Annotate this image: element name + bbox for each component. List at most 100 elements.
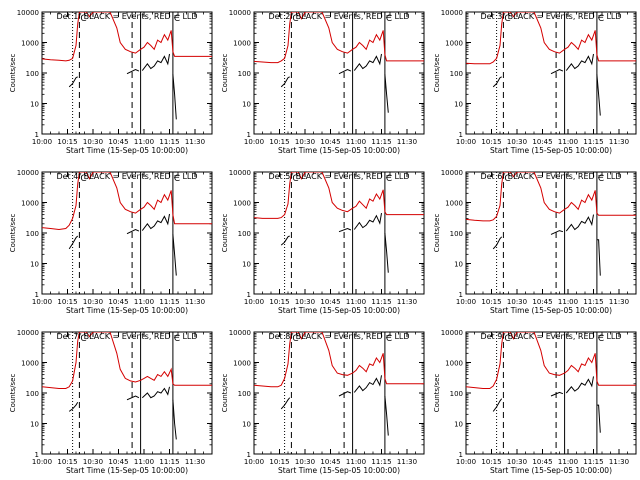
y-tick-label: 1000 bbox=[21, 360, 39, 368]
panel-det-9: 1 10 100 1000 10000 10:00 10:15 10:30 10:45 11:00… bbox=[433, 329, 637, 475]
marker-label: C bbox=[504, 174, 510, 184]
y-tick-label: 10 bbox=[454, 261, 463, 269]
y-tick-label: 1 bbox=[35, 131, 39, 139]
y-axis-label: Counts/sec bbox=[9, 54, 17, 93]
x-tick-label: 10:15 bbox=[57, 458, 77, 466]
x-tick-label: 10:00 bbox=[244, 138, 264, 146]
x-tick-label: 10:45 bbox=[108, 138, 128, 146]
marker-label: C bbox=[80, 14, 86, 24]
y-axis-label: Counts/sec bbox=[433, 374, 441, 413]
y-axis-label: Counts/sec bbox=[221, 214, 229, 253]
y-axis-label: Counts/sec bbox=[9, 214, 17, 253]
x-tick-label: 10:15 bbox=[57, 298, 77, 306]
x-tick-label: 10:15 bbox=[481, 458, 501, 466]
marker-label: C bbox=[174, 334, 180, 344]
y-tick-label: 100 bbox=[26, 390, 39, 398]
y-tick-label: 10000 bbox=[17, 169, 39, 177]
plot-frame bbox=[253, 11, 425, 135]
y-tick-label: 1 bbox=[35, 451, 39, 459]
x-tick-label: 11:30 bbox=[609, 458, 629, 466]
y-tick-label: 1000 bbox=[21, 40, 39, 48]
chart-title: Det 1f BLACK = Events, RED = LLD bbox=[56, 12, 197, 21]
x-tick-label: 11:00 bbox=[134, 138, 154, 146]
x-tick-label: 10:00 bbox=[456, 458, 476, 466]
y-tick-label: 100 bbox=[238, 70, 251, 78]
y-axis-label: Counts/sec bbox=[433, 54, 441, 93]
marker-label: C bbox=[504, 334, 510, 344]
y-tick-label: 1 bbox=[459, 131, 463, 139]
x-tick-label: 11:00 bbox=[558, 138, 578, 146]
y-tick-label: 1000 bbox=[445, 200, 463, 208]
x-tick-label: 10:45 bbox=[532, 458, 552, 466]
y-tick-label: 100 bbox=[450, 390, 463, 398]
chart-title: Det 6f BLACK = Events, RED = LLD bbox=[480, 172, 621, 181]
x-axis-label: Start Time (15-Sep-05 10:00:00) bbox=[66, 146, 188, 155]
series-line-lld bbox=[466, 12, 636, 65]
x-tick-label: 11:00 bbox=[558, 298, 578, 306]
x-tick-label: 10:15 bbox=[269, 458, 289, 466]
marker-label: C bbox=[386, 14, 392, 24]
series-line-events bbox=[68, 53, 177, 120]
series-line-lld bbox=[42, 172, 212, 231]
panel-det-4: 1 10 100 1000 10000 10:00 10:15 10:30 10:45 11:00… bbox=[9, 169, 213, 315]
chart-title: Det 9f BLACK = Events, RED = LLD bbox=[480, 332, 621, 341]
y-tick-label: 1000 bbox=[445, 40, 463, 48]
y-tick-label: 1 bbox=[247, 131, 251, 139]
y-tick-label: 100 bbox=[26, 70, 39, 78]
chart-title: Det 4f BLACK = Events, RED = LLD bbox=[56, 172, 197, 181]
x-tick-label: 11:30 bbox=[185, 298, 205, 306]
chart-title: Det 2f BLACK = Events, RED = LLD bbox=[268, 12, 409, 21]
panel-det-3: 1 10 100 1000 10000 10:00 10:15 10:30 10:45 11:00… bbox=[433, 9, 637, 155]
x-axis-label: Start Time (15-Sep-05 10:00:00) bbox=[278, 306, 400, 315]
panel-det-8: 1 10 100 1000 10000 10:00 10:15 10:30 10:45 11:00… bbox=[221, 329, 425, 475]
series-line-lld bbox=[254, 12, 424, 64]
series-line-lld bbox=[42, 332, 212, 389]
x-tick-label: 10:45 bbox=[320, 138, 340, 146]
y-tick-label: 10 bbox=[242, 261, 251, 269]
y-tick-label: 10000 bbox=[229, 329, 251, 337]
y-tick-label: 1000 bbox=[233, 360, 251, 368]
y-tick-label: 10 bbox=[454, 421, 463, 429]
chart-title: Det 7f BLACK = Events, RED = LLD bbox=[56, 332, 197, 341]
y-tick-label: 10000 bbox=[441, 9, 463, 17]
marker-label: C bbox=[292, 174, 298, 184]
plot-frame bbox=[253, 171, 425, 295]
x-tick-label: 10:15 bbox=[481, 138, 501, 146]
x-axis-label: Start Time (15-Sep-05 10:00:00) bbox=[278, 466, 400, 475]
plot-frame bbox=[253, 331, 425, 455]
x-tick-label: 10:30 bbox=[83, 298, 103, 306]
plot-frame bbox=[41, 11, 213, 135]
series-line-lld bbox=[254, 332, 424, 388]
y-tick-label: 1000 bbox=[233, 200, 251, 208]
marker-label: C bbox=[292, 334, 298, 344]
plot-frame bbox=[465, 171, 637, 295]
x-tick-label: 10:30 bbox=[507, 458, 527, 466]
x-tick-label: 10:30 bbox=[83, 458, 103, 466]
y-tick-label: 1 bbox=[459, 291, 463, 299]
y-axis-label: Counts/sec bbox=[221, 54, 229, 93]
x-tick-label: 11:15 bbox=[583, 138, 603, 146]
marker-label: C bbox=[598, 334, 604, 344]
chart-title: Det 3f BLACK = Events, RED = LLD bbox=[480, 12, 621, 21]
x-tick-label: 10:30 bbox=[295, 298, 315, 306]
x-tick-label: 11:00 bbox=[134, 298, 154, 306]
x-tick-label: 10:00 bbox=[32, 298, 52, 306]
x-axis-label: Start Time (15-Sep-05 10:00:00) bbox=[278, 146, 400, 155]
y-tick-label: 1000 bbox=[233, 40, 251, 48]
x-tick-label: 11:15 bbox=[371, 298, 391, 306]
y-tick-label: 10000 bbox=[229, 169, 251, 177]
marker-label: C bbox=[174, 14, 180, 24]
marker-label: C bbox=[292, 14, 298, 24]
marker-label: C bbox=[174, 174, 180, 184]
series-line-events bbox=[492, 214, 601, 276]
y-tick-label: 10000 bbox=[441, 169, 463, 177]
chart-title: Det 8f BLACK = Events, RED = LLD bbox=[268, 332, 409, 341]
series-line-events bbox=[280, 213, 389, 273]
y-tick-label: 10 bbox=[30, 101, 39, 109]
y-tick-label: 1000 bbox=[445, 360, 463, 368]
series-line-events bbox=[492, 376, 601, 433]
